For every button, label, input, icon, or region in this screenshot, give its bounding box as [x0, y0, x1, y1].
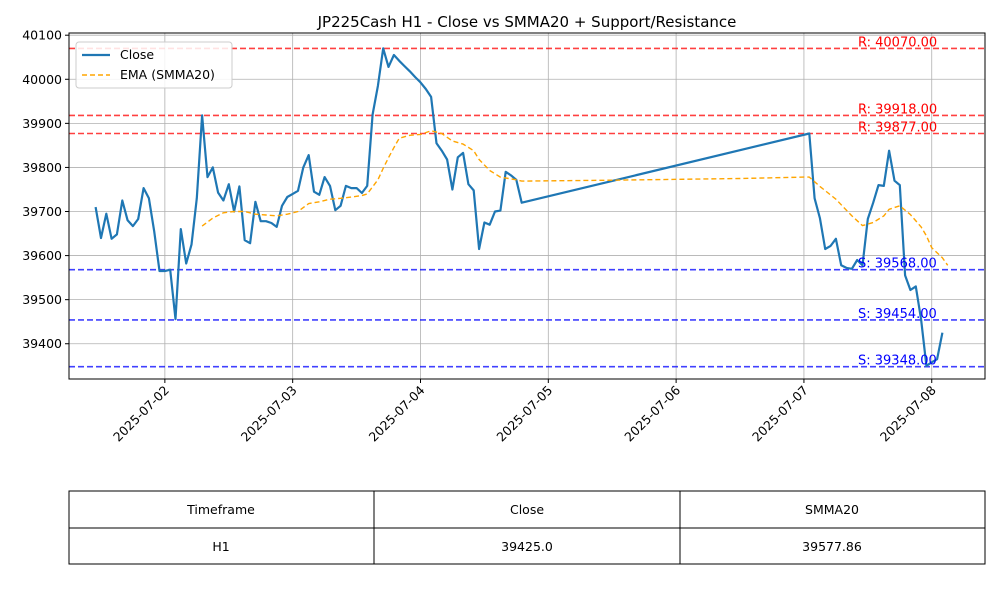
- resistance-level-label: R: 39918.00: [858, 102, 937, 117]
- table-cell-timeframe: H1: [212, 539, 229, 554]
- y-tick-label: 40000: [22, 72, 62, 87]
- legend-label-smma: EMA (SMMA20): [120, 67, 215, 82]
- resistance-level-label: R: 40070.00: [858, 35, 937, 50]
- series-group: [94, 47, 949, 367]
- resistance-level-label: R: 39877.00: [858, 120, 937, 135]
- y-tick-label: 39700: [22, 204, 62, 219]
- level-labels: R: 40070.00 R: 39918.00 R: 39877.00 S: 3956…: [858, 35, 937, 368]
- plot-frame: [68, 32, 986, 380]
- x-tick-label: 2025-07-03: [238, 383, 300, 445]
- table-header-timeframe: Timeframe: [186, 502, 255, 517]
- x-tick-label: 2025-07-02: [110, 383, 172, 445]
- table-header-close: Close: [510, 502, 544, 517]
- chart-title: JP225Cash H1 - Close vs SMMA20 + Support…: [317, 13, 737, 31]
- y-tick-label: 39800: [22, 160, 62, 175]
- data-table: Timeframe Close SMMA20 H1 39425.0 39577.…: [68, 490, 986, 565]
- y-tick-label: 39400: [22, 336, 62, 351]
- table-cell-smma20: 39577.86: [802, 539, 862, 554]
- support-level-label: S: 39454.00: [858, 307, 937, 322]
- legend: Close EMA (SMMA20): [75, 41, 233, 89]
- x-tick-label: 2025-07-04: [366, 382, 428, 444]
- series-line-close: [94, 47, 944, 367]
- y-tick-label: 39500: [22, 292, 62, 307]
- legend-box: [75, 41, 233, 89]
- y-tick-label: 40100: [22, 28, 62, 43]
- support-level-label: S: 39348.00: [858, 354, 937, 369]
- x-tick-label: 2025-07-07: [749, 383, 811, 445]
- x-tick-label: 2025-07-08: [877, 382, 939, 444]
- y-tick-label: 39900: [22, 116, 62, 131]
- x-tick-label: 2025-07-05: [493, 383, 555, 445]
- y-axis: 39400 39500 39600 39700 39800 39900 40000 40100: [22, 28, 69, 351]
- grid: [69, 33, 985, 379]
- legend-label-close: Close: [120, 47, 154, 62]
- y-tick-label: 39600: [22, 248, 62, 263]
- series-line-smma20: [201, 130, 949, 266]
- level-lines: [69, 47, 985, 368]
- table-header-smma20: SMMA20: [805, 502, 859, 517]
- table-cell-close: 39425.0: [501, 539, 553, 554]
- x-axis: 2025-07-02 2025-07-03 2025-07-04 2025-07-05…: [110, 379, 939, 444]
- support-level-label: S: 39568.00: [858, 257, 937, 272]
- x-tick-label: 2025-07-06: [621, 382, 683, 444]
